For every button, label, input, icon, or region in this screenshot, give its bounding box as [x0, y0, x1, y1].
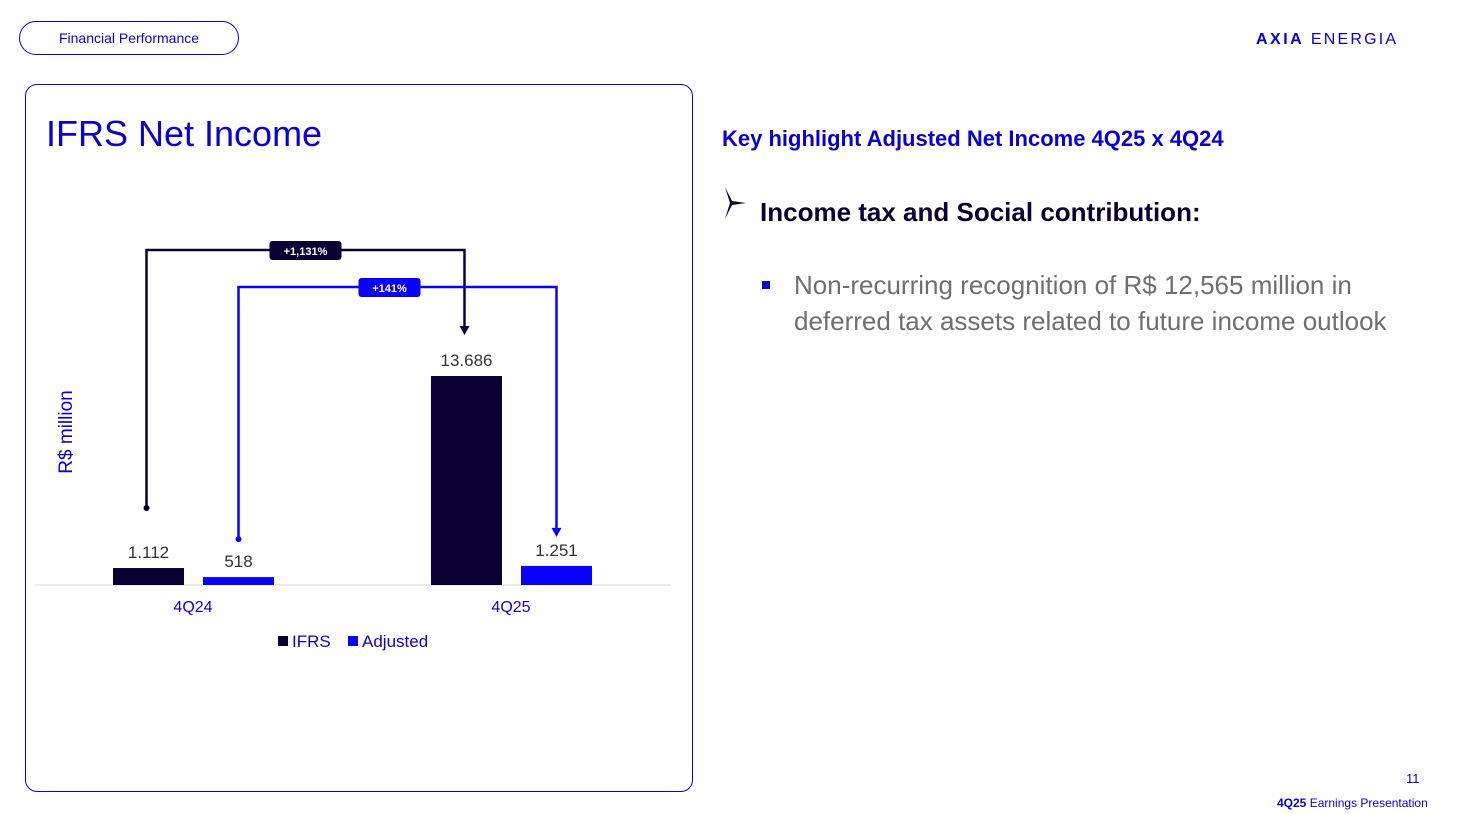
logo-bold: AXIA	[1256, 31, 1305, 48]
growth-badge-text-ifrs: +1,131%	[284, 246, 328, 258]
bar-adjusted-4q24	[203, 577, 274, 585]
chart-title: IFRS Net Income	[46, 113, 323, 154]
growth-connector-adjusted	[237, 285, 558, 540]
growth-badge-text-adjusted: +141%	[372, 283, 407, 295]
company-logo: AXIA ENERGIA	[1256, 31, 1398, 49]
bullet-marker	[762, 281, 770, 289]
legend-swatch-adjusted	[348, 636, 358, 646]
category-label-4q25: 4Q25	[491, 599, 530, 616]
bullet-text: Non-recurring recognition of R$ 12,565 m…	[794, 270, 1387, 336]
data-label-adjusted-4q25: 1.251	[535, 541, 578, 560]
data-label-ifrs-4q24: 1.112	[128, 543, 169, 562]
data-label-ifrs-4q25: 13.686	[441, 351, 493, 370]
page-number: 11	[1406, 771, 1420, 786]
footer-label: 4Q25 Earnings Presentation	[1277, 796, 1428, 810]
y-axis-label: R$ million	[56, 390, 77, 473]
bar-ifrs-4q24	[113, 568, 184, 585]
growth-badge-adjusted	[358, 278, 421, 297]
legend-label-adjusted: Adjusted	[362, 632, 428, 651]
chart-card	[25, 84, 693, 792]
logo-light: ENERGIA	[1310, 31, 1399, 48]
section-pill: Financial Performance	[19, 21, 239, 55]
legend-label-ifrs: IFRS	[292, 632, 331, 651]
growth-badge-ifrs	[269, 241, 342, 260]
legend-swatch-ifrs	[278, 636, 288, 646]
connector-arrowhead-ifrs	[459, 326, 470, 335]
category-label-4q24: 4Q24	[173, 599, 212, 616]
footer-label-bold: 4Q25	[1277, 796, 1307, 810]
footer-label-rest: Earnings Presentation	[1309, 796, 1428, 810]
star-icon	[725, 187, 746, 219]
connector-arrowhead-adjusted	[551, 527, 562, 537]
bar-adjusted-4q25	[521, 565, 592, 585]
data-label-adjusted-4q24: 518	[224, 552, 252, 571]
subheading: Income tax and Social contribution:	[760, 197, 1201, 227]
highlight-title: Key highlight Adjusted Net Income 4Q25 x…	[722, 126, 1224, 151]
bar-ifrs-4q25	[431, 376, 502, 585]
